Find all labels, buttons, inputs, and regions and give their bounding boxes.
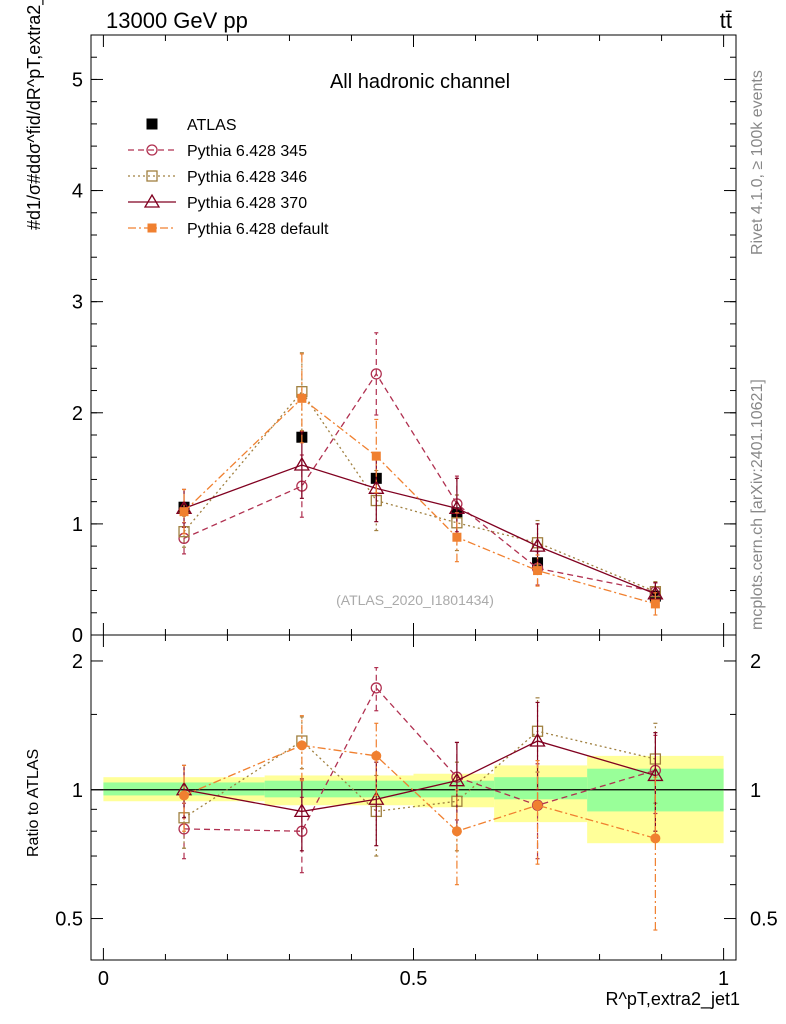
data-point: [293, 803, 310, 818]
main-ticks: 0 1 2 3 4 5: [72, 35, 736, 647]
x-tick-label: 0: [98, 968, 109, 990]
series-pythia-6-428-default: [179, 353, 660, 616]
uncertainty-band-green: [494, 777, 588, 800]
legend-label: Pythia 6.428 370: [187, 195, 307, 212]
data-point: [371, 451, 381, 461]
y-tick-label: 4: [72, 181, 83, 203]
data-point: [179, 790, 190, 801]
ratio-y-axis-label: Ratio to ATLAS: [25, 749, 42, 857]
series-pythia-6-428-345: [178, 332, 662, 602]
data-point: [179, 507, 189, 517]
series-line: [183, 744, 656, 839]
series-line: [183, 740, 656, 813]
analysis-tag: (ATLAS_2020_I1801434): [336, 592, 494, 608]
main-y-axis-label-text: #d1/σ#ddσ^fid/dR^pT,extra2_jet1: [24, 0, 45, 230]
data-point: [529, 732, 546, 747]
data-point: [368, 790, 385, 805]
legend-marker: [147, 223, 157, 233]
legend: ATLAS Pythia 6.428 345 Pythia 6.428 346 Pyt…: [128, 117, 329, 238]
legend-item: Pythia 6.428 346: [128, 169, 307, 186]
y-tick-label: 0: [72, 625, 83, 647]
y-tick-label: 2: [72, 403, 83, 425]
main-series: [175, 332, 664, 616]
main-y-axis-label: #d1/σ#ddσ^fid/dR^pT,extra2_jet1: [24, 0, 45, 230]
series-atlas: [178, 431, 661, 602]
legend-marker: [146, 118, 158, 130]
legend-marker: [146, 144, 158, 156]
ratio-y-tick-label-right: 2: [750, 651, 761, 673]
legend-label: Pythia 6.428 346: [187, 169, 307, 186]
x-tick-label: 1: [718, 968, 729, 990]
ratio-y-tick-label-right: 1: [750, 780, 761, 802]
data-point: [650, 833, 661, 844]
legend-item: Pythia 6.428 370: [128, 193, 307, 212]
data-point: [370, 368, 382, 380]
series-line: [183, 730, 656, 819]
data-point: [448, 772, 466, 787]
data-point: [650, 599, 660, 609]
uncertainty-band-green: [264, 780, 414, 798]
series-line: [183, 397, 656, 605]
data-point: [451, 826, 462, 837]
ratio-panel: 0.5 0.5 1 1 2 2 0 0.5 1: [55, 634, 778, 990]
ratio-bands: [91, 755, 736, 844]
series-pythia-6-428-346: [178, 352, 662, 603]
legend-marker: [146, 170, 158, 182]
data-point: [297, 393, 307, 403]
main-panel: 0 1 2 3 4 5 All hadronic channel ATLAS Pythia …: [72, 34, 737, 647]
process-label: tt̄: [720, 8, 732, 33]
main-title: All hadronic channel: [330, 71, 510, 93]
series-pythia-6-428-default: [179, 715, 661, 931]
energy-label: 13000 GeV pp: [106, 8, 248, 33]
legend-label: ATLAS: [187, 117, 237, 134]
legend-item: ATLAS: [146, 117, 237, 134]
ratio-y-tick-label: 0.5: [55, 909, 83, 931]
data-point: [533, 566, 543, 576]
ratio-series: [175, 666, 664, 931]
y-tick-label: 5: [72, 69, 83, 91]
legend-item: Pythia 6.428 345: [128, 143, 307, 160]
series-line: [183, 464, 656, 595]
data-point: [529, 537, 546, 552]
data-point: [293, 456, 310, 471]
data-point: [532, 800, 543, 811]
legend-label: Pythia 6.428 345: [187, 143, 307, 160]
series-line: [183, 390, 656, 593]
data-point: [371, 750, 382, 761]
legend-label: Pythia 6.428 default: [187, 221, 329, 238]
legend-marker: [143, 193, 161, 208]
data-point: [452, 532, 462, 542]
x-axis-label: R^pT,extra2_jet1: [605, 989, 740, 1010]
uncertainty-band-green: [413, 780, 495, 798]
ratio-y-tick-label-right: 0.5: [750, 909, 778, 931]
data-point: [296, 740, 307, 751]
ratio-ticks: 0.5 0.5 1 1 2 2 0 0.5 1: [55, 635, 778, 990]
series-line: [183, 372, 656, 593]
x-tick-label: 0.5: [400, 968, 428, 990]
ratio-y-tick-label: 2: [72, 651, 83, 673]
legend-item: Pythia 6.428 default: [128, 221, 329, 238]
rivet-label: Rivet 4.1.0, ≥ 100k events: [749, 70, 766, 255]
y-tick-label: 1: [72, 514, 83, 536]
series-line: [184, 686, 656, 832]
data-point: [370, 682, 382, 694]
mcplots-label: mcplots.cern.ch [arXiv:2401.10621]: [749, 379, 766, 630]
ratio-y-tick-label: 1: [72, 780, 83, 802]
y-tick-label: 3: [72, 292, 83, 314]
